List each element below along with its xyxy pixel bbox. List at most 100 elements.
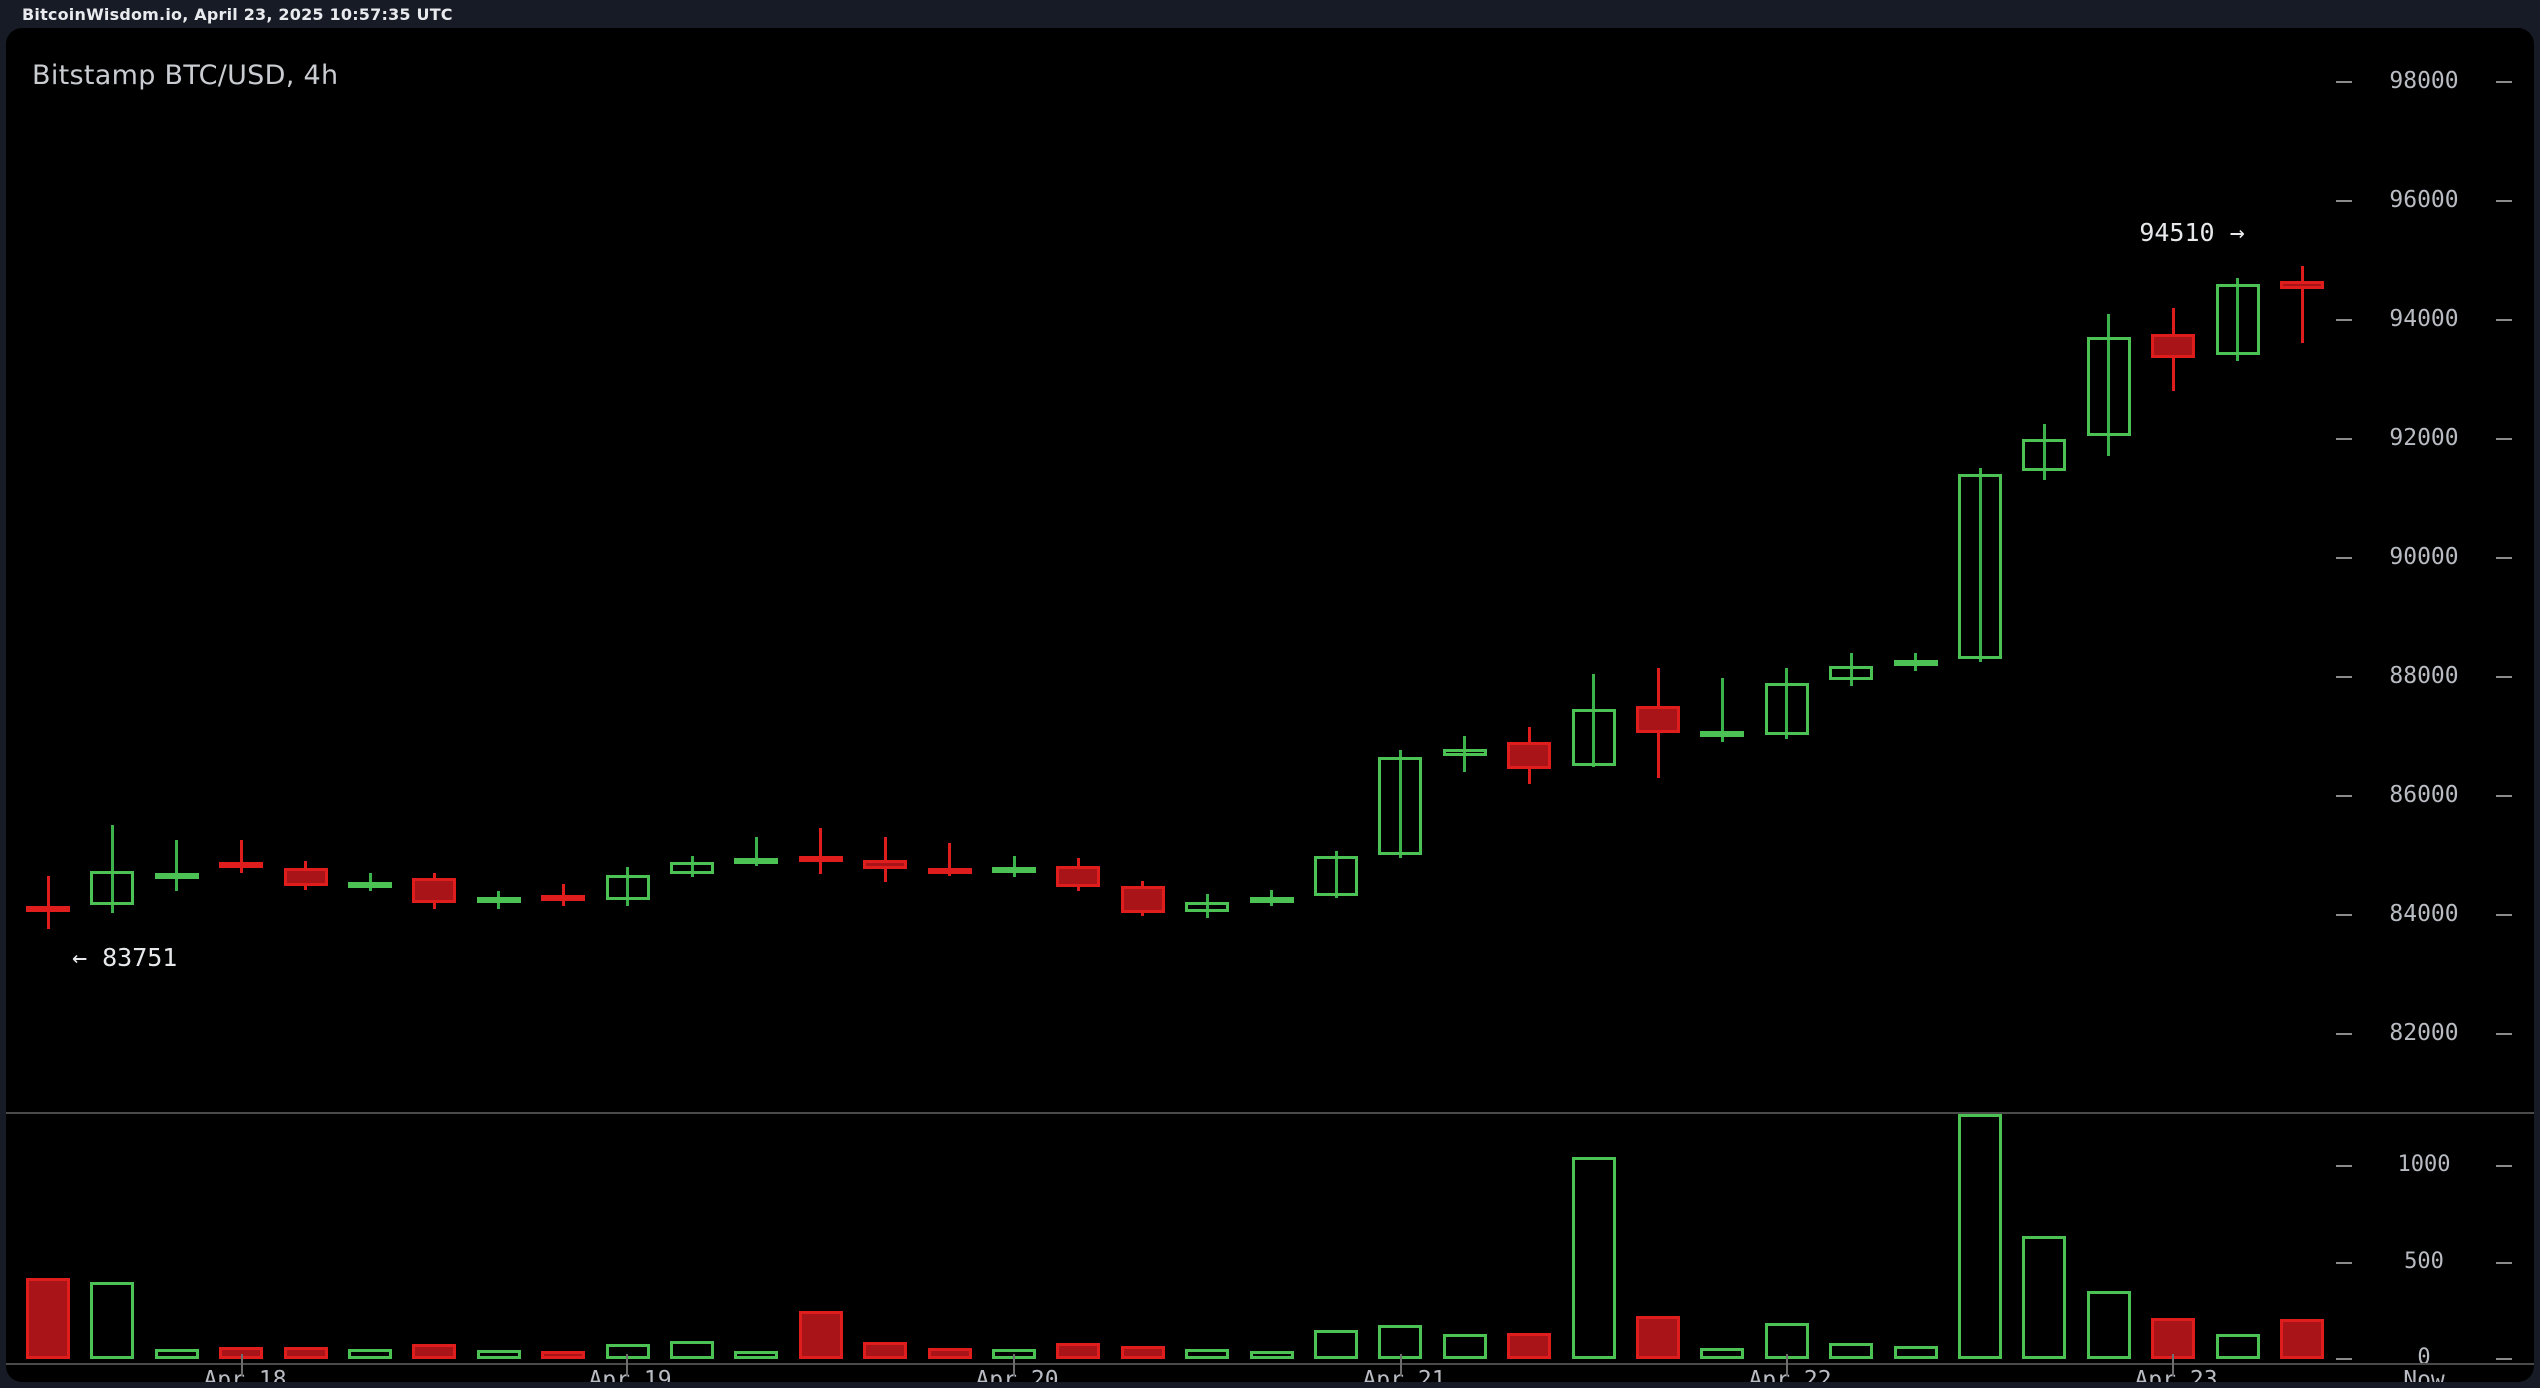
candle-wick [1592, 673, 1596, 768]
price-tick-dash-right [2496, 318, 2512, 321]
price-tick-label: 86000 [2389, 781, 2459, 808]
candlestick[interactable] [6, 28, 2336, 1111]
volume-bar[interactable] [863, 1342, 908, 1359]
candle-wick [948, 843, 952, 876]
price-tick-dash-right [2496, 913, 2512, 916]
volume-bar[interactable] [2280, 1319, 2324, 1359]
volume-bar[interactable] [1185, 1348, 1230, 1359]
candlestick[interactable] [6, 28, 2336, 1111]
candlestick[interactable] [6, 28, 2336, 1111]
volume-bar[interactable] [927, 1348, 972, 1359]
candlestick[interactable] [6, 28, 2336, 1111]
candle-body [605, 875, 650, 901]
candlestick[interactable] [6, 28, 2336, 1111]
time-axis-tick [626, 1354, 628, 1376]
candlestick[interactable] [6, 28, 2336, 1111]
volume-bar[interactable] [2151, 1317, 2196, 1359]
candle-body [927, 867, 972, 874]
volume-bar[interactable] [412, 1343, 457, 1359]
candlestick[interactable] [6, 28, 2336, 1111]
candlestick[interactable] [6, 28, 2336, 1111]
candlestick[interactable] [6, 28, 2336, 1111]
volume-bar[interactable] [1636, 1315, 1680, 1359]
volume-bar[interactable] [283, 1347, 328, 1359]
candlestick[interactable] [6, 28, 2336, 1111]
candle-body [26, 905, 70, 912]
volume-bar[interactable] [1442, 1333, 1487, 1359]
candlestick[interactable] [6, 28, 2336, 1111]
price-tick-dash-right [2496, 437, 2512, 440]
candlestick[interactable] [6, 28, 2336, 1111]
volume-bar[interactable] [1507, 1332, 1552, 1359]
volume-bar[interactable] [154, 1348, 199, 1359]
price-plot-area[interactable] [6, 28, 2336, 1111]
volume-bar[interactable] [1120, 1346, 1165, 1359]
candle-body [2151, 334, 2196, 359]
candle-body [1314, 855, 1358, 896]
volume-bar[interactable] [734, 1350, 779, 1359]
candle-body [1120, 886, 1165, 913]
volume-tick-dash-left [2336, 1358, 2352, 1360]
candlestick[interactable] [6, 28, 2336, 1111]
candle-body [348, 882, 392, 889]
volume-bar[interactable] [26, 1278, 70, 1359]
candlestick[interactable] [6, 28, 2336, 1111]
price-tick-label: 96000 [2389, 186, 2459, 213]
price-tick-label: 92000 [2389, 424, 2459, 451]
volume-bar[interactable] [2086, 1291, 2131, 1359]
candle-wick [1785, 667, 1789, 740]
volume-tick-dash-left [2336, 1165, 2352, 1168]
volume-bar[interactable] [1958, 1114, 2002, 1359]
candlestick[interactable] [6, 28, 2336, 1111]
volume-bar[interactable] [348, 1348, 392, 1359]
candlestick[interactable] [6, 28, 2336, 1111]
candle-wick [2300, 266, 2304, 344]
candlestick[interactable] [6, 28, 2336, 1111]
time-axis-label: Apr 20 [975, 1367, 1059, 1382]
candlestick[interactable] [6, 28, 2336, 1111]
volume-bar[interactable] [2022, 1235, 2067, 1359]
price-tick-dash-right [2496, 675, 2512, 678]
candlestick[interactable] [6, 28, 2336, 1111]
candlestick[interactable] [6, 28, 2336, 1111]
candlestick[interactable] [6, 28, 2336, 1111]
volume-bar[interactable] [1893, 1346, 1938, 1359]
candlestick[interactable] [6, 28, 2336, 1111]
volume-bar[interactable] [1571, 1157, 1616, 1359]
candle-body [2280, 280, 2324, 290]
volume-plot-area[interactable] [6, 1114, 2336, 1363]
candlestick[interactable] [6, 28, 2336, 1111]
candlestick[interactable] [6, 28, 2336, 1111]
candlestick[interactable] [6, 28, 2336, 1111]
volume-bar[interactable] [1249, 1351, 1294, 1359]
volume-bar[interactable] [541, 1351, 586, 1359]
candle-body [1700, 731, 1745, 738]
volume-panel[interactable]: 1000 500 0 [6, 1114, 2534, 1370]
volume-bar[interactable] [670, 1340, 714, 1359]
candle-body [90, 870, 135, 905]
candlestick[interactable] [6, 28, 2336, 1111]
price-panel[interactable]: 98000 96000 94000 92000 90000 88000 86000 84000… [6, 28, 2534, 1111]
chart-shell[interactable]: Bitstamp BTC/USD, 4h 98000 96000 94000 9200… [6, 28, 2534, 1382]
candlestick[interactable] [6, 28, 2336, 1111]
volume-bar[interactable] [798, 1311, 843, 1359]
volume-bar[interactable] [90, 1281, 135, 1359]
candlestick[interactable] [6, 28, 2336, 1111]
candlestick[interactable] [6, 28, 2336, 1111]
candlestick[interactable] [6, 28, 2336, 1111]
volume-bar[interactable] [2215, 1333, 2260, 1359]
candlestick[interactable] [6, 28, 2336, 1111]
candle-body [1056, 865, 1101, 887]
candlestick[interactable] [6, 28, 2336, 1111]
candlestick[interactable] [6, 28, 2336, 1111]
volume-bar[interactable] [1829, 1342, 1874, 1359]
candlestick[interactable] [6, 28, 2336, 1111]
candlestick[interactable] [6, 28, 2336, 1111]
volume-bar[interactable] [1314, 1330, 1358, 1359]
candlestick[interactable] [6, 28, 2336, 1111]
candle-wick [754, 837, 758, 867]
price-tick-dash-right [2496, 80, 2512, 83]
volume-bar[interactable] [476, 1349, 521, 1359]
volume-bar[interactable] [1056, 1343, 1101, 1359]
volume-bar[interactable] [1700, 1347, 1745, 1359]
